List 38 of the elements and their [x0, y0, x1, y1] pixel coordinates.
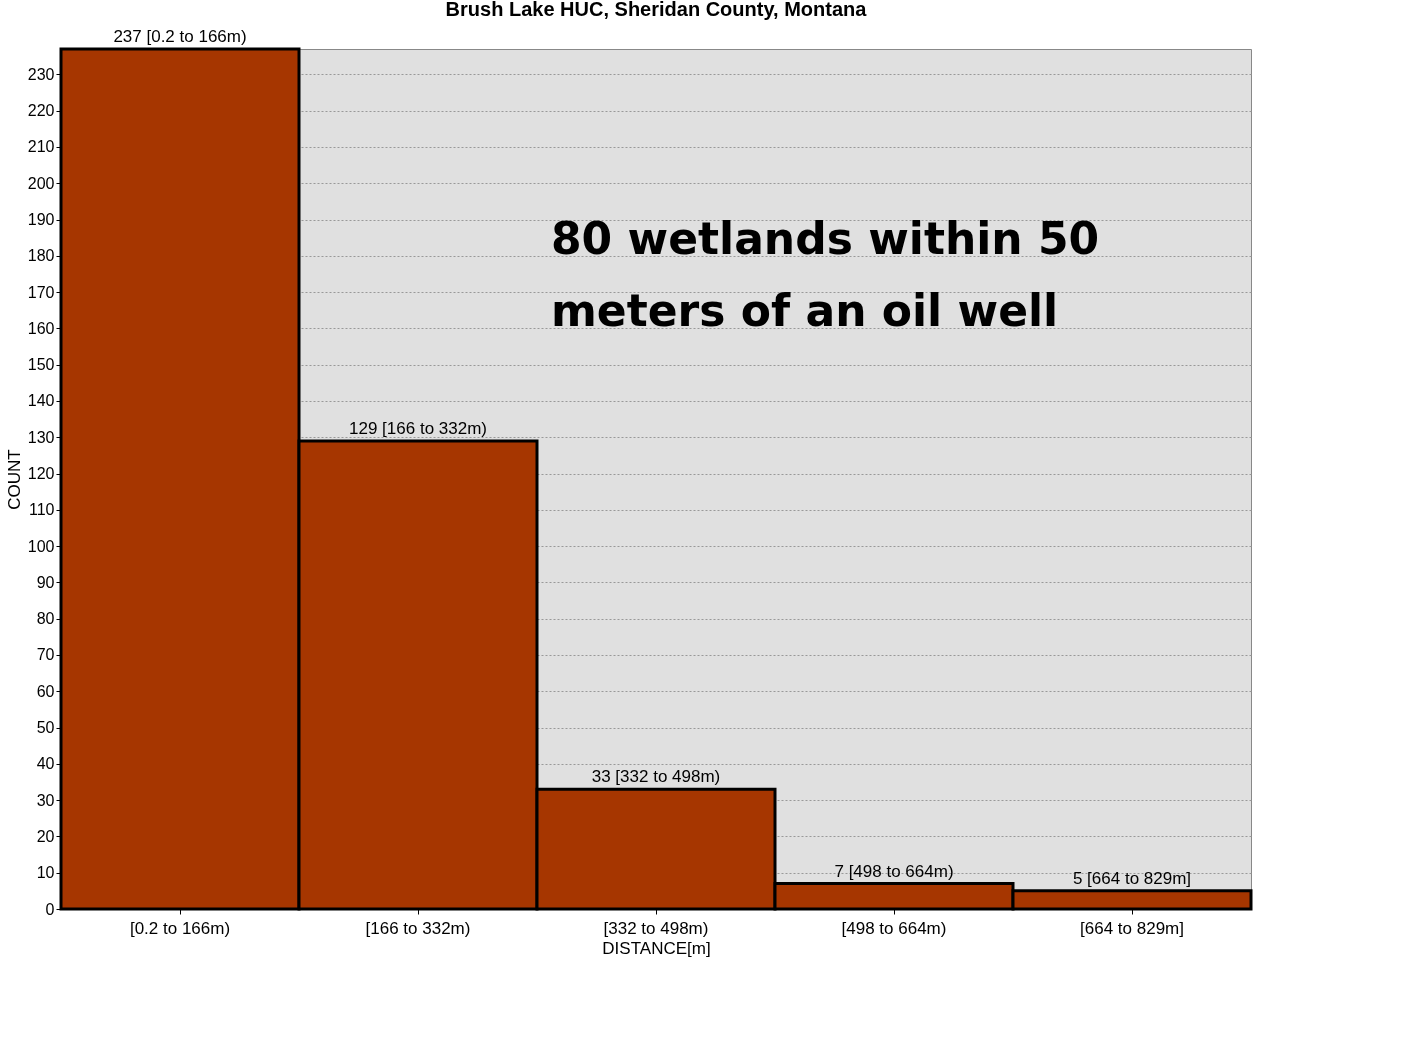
x-tick-label: [498 to 664m)	[841, 918, 947, 938]
annotation: 80 wetlands within 50 meters of an oil well	[551, 213, 1100, 336]
y-tick-label: 90	[36, 573, 55, 591]
x-tick-label: [166 to 332m)	[365, 918, 471, 938]
y-tick-label: 200	[27, 174, 55, 192]
y-tick-label: 10	[36, 864, 55, 882]
x-tick-label: [0.2 to 166m)	[129, 918, 231, 938]
y-tick-label: 20	[36, 827, 55, 845]
x-tick-label: [664 to 829m]	[1080, 918, 1184, 938]
data-label: 237 [0.2 to 166m)	[113, 27, 247, 46]
data-label: 5 [664 to 829m]	[1072, 868, 1192, 888]
y-tick-label: 180	[27, 247, 55, 265]
y-tick-label: 30	[36, 791, 55, 809]
y-tick-label: 170	[27, 283, 55, 301]
data-label: 33 [332 to 498m)	[591, 767, 721, 787]
y-tick-label: 70	[36, 646, 55, 664]
y-tick-label: 80	[36, 610, 55, 628]
y-tick-label: 0	[45, 900, 55, 918]
y-tick-label: 210	[27, 138, 55, 156]
y-tick-label: 40	[36, 755, 55, 773]
y-tick-label: 100	[27, 537, 55, 555]
y-tick-label: 150	[27, 356, 55, 374]
data-label: 7 [498 to 664m)	[834, 861, 954, 881]
x-tick-label: [332 to 498m)	[603, 918, 709, 938]
chart-title: Brush Lake HUC, Sheridan County, Montana	[445, 0, 868, 20]
y-tick-label: 120	[27, 465, 55, 483]
y-tick-label: 230	[27, 65, 55, 83]
y-tick-label: 130	[27, 428, 55, 446]
y-tick-label: 140	[27, 392, 55, 410]
y-axis-title: COUNT	[4, 449, 24, 510]
y-tick-label: 60	[36, 682, 55, 700]
y-tick-label: 50	[36, 719, 55, 737]
x-axis-title: DISTANCE[m]	[602, 938, 711, 958]
data-label: 129 [166 to 332m)	[349, 418, 487, 438]
y-tick-label: 220	[27, 102, 55, 120]
y-tick-label: 190	[27, 211, 55, 229]
y-tick-label: 160	[27, 319, 55, 337]
y-tick-label: 110	[28, 501, 55, 519]
